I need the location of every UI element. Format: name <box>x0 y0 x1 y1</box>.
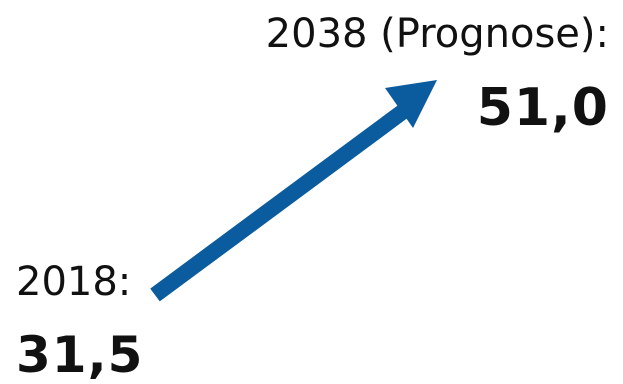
arrow-up-right-icon <box>150 80 437 302</box>
end-year-label: 2038 (Prognose): <box>265 11 609 57</box>
end-value: 51,0 <box>476 78 609 138</box>
arrow-shaft <box>150 103 410 302</box>
arrow-head <box>385 80 437 128</box>
start-year-label: 2018: <box>16 259 132 305</box>
start-value: 31,5 <box>16 326 144 384</box>
